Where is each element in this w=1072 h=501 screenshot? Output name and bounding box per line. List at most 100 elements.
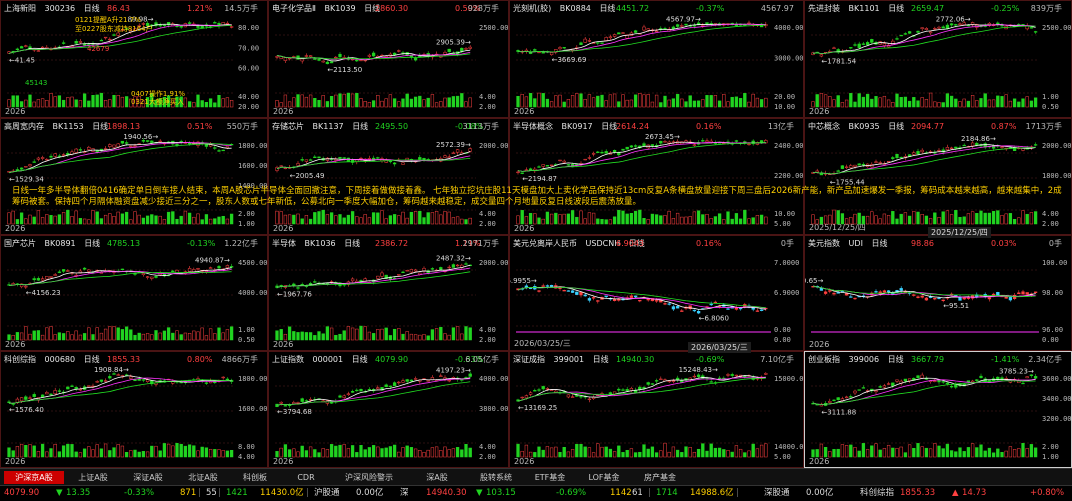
candle — [99, 379, 104, 382]
candle — [57, 390, 62, 392]
chart-panel-bk1153[interactable]: 高周宽内存 BK1153 日线 1898.13 0.51% 550万手 2026… — [0, 118, 268, 235]
chart-panel-300236[interactable]: 上海新阳 300236 日线 86.43 1.21% 14.5万手 2026 80… — [0, 0, 268, 118]
candle — [28, 397, 32, 399]
chart-panel-000001[interactable]: 上证指数 000001 日线 4079.90 -0.33% 6.05亿手 202… — [268, 351, 509, 468]
panel-date-label: 2026 — [514, 224, 535, 233]
chart-panel-udi[interactable]: 美元指数 UDI 日线 98.86 0.03% 0手 2026 100.00 98.… — [804, 235, 1072, 351]
candle — [1025, 376, 1029, 379]
chart-panel-bk0917[interactable]: 半导体概念 BK0917 日线 2614.24 0.16% 13亿手 2026 2… — [509, 118, 804, 235]
chart-panel-usdcnh[interactable]: 美元兑离岸人民币 USDCNH 日线 6.9043 0.16% 0手 2026/… — [509, 235, 804, 351]
panel-price: 4785.13 — [107, 239, 141, 248]
volume-bar — [329, 444, 334, 458]
tab-5[interactable]: 科创板 — [243, 473, 267, 482]
volume-bar — [66, 97, 70, 108]
volume-bar — [308, 446, 313, 458]
volume-bar — [141, 100, 146, 108]
high-price-label: 89.98→ — [128, 15, 154, 23]
tab-3[interactable]: 深证A股 — [133, 473, 163, 482]
candle — [524, 169, 529, 171]
chart-panel-bk0884[interactable]: 光刻机(胶) BK0884 日线 4451.72 -0.37% 4567.97 … — [509, 0, 804, 118]
volume-bar — [137, 332, 141, 341]
tab-4[interactable]: 北证A股 — [188, 473, 218, 482]
panel-volume: 839万手 — [1030, 4, 1062, 13]
candle — [19, 46, 24, 49]
candle — [920, 295, 924, 298]
volume-bar — [646, 219, 650, 225]
y-axis-tick: 60.00 — [238, 65, 259, 73]
volume-bar — [308, 332, 313, 341]
moving-average-line — [276, 377, 471, 406]
candle — [730, 374, 734, 376]
chart-panel-399006[interactable]: 创业板指 399006 日线 3667.79 -1.41% 2.34亿手 202… — [804, 351, 1072, 468]
candle — [451, 152, 456, 154]
candle — [1000, 24, 1004, 27]
chart-panel-399001[interactable]: 深证成指 399001 日线 14940.30 -0.69% 7.10亿手 20… — [509, 351, 804, 468]
volume-bar — [562, 446, 566, 458]
volume-bar — [304, 96, 309, 108]
candle — [24, 166, 28, 168]
volume-bar — [166, 95, 171, 108]
tab-12[interactable]: 房产基金 — [644, 473, 676, 482]
volume-bar — [811, 214, 815, 225]
volume-bar — [321, 209, 325, 225]
chart-panel-bk0935[interactable]: 中芯概念 BK0935 日线 2094.77 0.87% 1713万手 2025… — [804, 118, 1072, 235]
tab-2[interactable]: 上证A股 — [78, 473, 108, 482]
tab-1[interactable]: 沪深京A股 — [4, 471, 64, 484]
volume-bar — [275, 451, 279, 458]
high-price-label: 3785.23→ — [999, 367, 1034, 375]
candle — [150, 380, 154, 385]
volume-bar — [45, 100, 49, 108]
volume-bar — [734, 445, 739, 458]
tab-8[interactable]: 深A股 — [426, 473, 448, 482]
candle — [1017, 292, 1021, 295]
volume-bar — [112, 216, 116, 225]
volume-bar — [840, 102, 845, 108]
chart-panel-000680[interactable]: 科创综指 000680 日线 1855.33 0.80% 4866万手 2026… — [0, 351, 268, 468]
volume-bar — [447, 97, 451, 108]
candle — [103, 380, 108, 382]
volume-bar — [66, 331, 70, 341]
candle — [112, 373, 116, 375]
volume-bar — [397, 328, 401, 341]
chart-panel-bk0891[interactable]: 国产芯片 BK0891 日线 4785.13 -0.13% 1.22亿手 202… — [0, 235, 268, 351]
panel-period: 日线 — [887, 355, 904, 364]
market-tabs: 沪深京A股 上证A股 深证A股 北证A股 科创板 CDR 沪深风险警示 深A股 股转系统 ETF基… — [0, 468, 1072, 485]
candle — [987, 297, 992, 300]
candle — [439, 375, 443, 377]
chart-panel-bk1137[interactable]: 存储芯片 BK1137 日线 2495.50 -0.08% 3113万手 202… — [268, 118, 509, 235]
tab-7[interactable]: 沪深风险警示 — [345, 473, 393, 482]
candle — [743, 375, 747, 378]
y-axis-tick: 3000.00 — [774, 55, 804, 63]
volume-bar — [722, 219, 726, 225]
candle — [350, 391, 355, 393]
chart-panel-bk1101[interactable]: 先进封装 BK1101 日线 2659.47 -0.25% 839万手 2026… — [804, 0, 1072, 118]
candle — [19, 283, 24, 288]
volume-bar — [713, 216, 718, 225]
chart-panel-bk1036[interactable]: 半导体 BK1036 日线 2386.72 1.11% 2971万手 2026 2… — [268, 235, 509, 351]
volume-bar — [279, 329, 283, 341]
moving-average-line — [276, 157, 471, 170]
volume-bar — [11, 335, 15, 341]
volume-bar — [1021, 210, 1025, 225]
candle — [591, 297, 596, 299]
tab-11[interactable]: LOF基金 — [588, 473, 620, 482]
panel-price: 98.86 — [911, 239, 934, 248]
candle — [924, 297, 929, 301]
candle — [61, 154, 66, 156]
volume-bar — [116, 444, 120, 458]
volume-bar — [418, 210, 422, 225]
candle — [738, 307, 743, 310]
volume-bar — [832, 449, 836, 458]
chart-panel-bk1039[interactable]: 电子化学品Ⅱ BK1039 日线 2860.30 0.50% 928万手 202… — [268, 0, 509, 118]
volume-bar — [849, 444, 853, 458]
candle — [124, 28, 129, 30]
tab-9[interactable]: 股转系统 — [480, 473, 512, 482]
volume-bar — [638, 451, 642, 458]
tab-10[interactable]: ETF基金 — [534, 473, 566, 482]
volume-bar — [200, 219, 204, 225]
candle — [66, 270, 70, 272]
volume-bar — [861, 96, 866, 108]
tab-6[interactable]: CDR — [297, 473, 315, 482]
